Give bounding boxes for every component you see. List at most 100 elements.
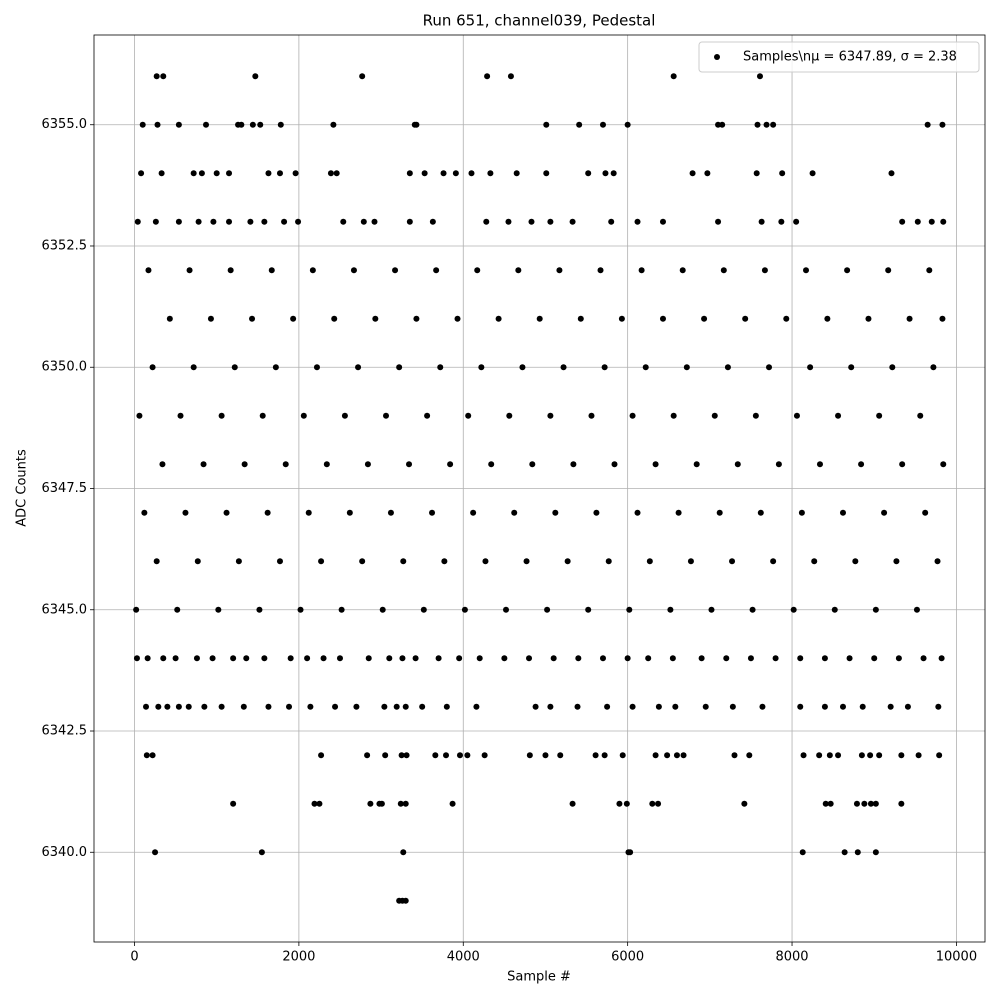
data-point — [400, 849, 407, 856]
x-tick-label: 4000 — [447, 950, 480, 965]
data-point — [749, 606, 756, 613]
data-point — [133, 606, 140, 613]
data-point — [601, 364, 608, 371]
data-point — [645, 655, 652, 662]
data-point — [807, 364, 814, 371]
data-point — [452, 170, 459, 177]
data-point — [256, 606, 263, 613]
data-point — [141, 509, 148, 516]
data-point — [936, 752, 943, 759]
data-point — [200, 461, 207, 468]
data-point — [629, 412, 636, 419]
data-point — [406, 170, 413, 177]
data-point — [230, 800, 237, 807]
data-point — [928, 218, 935, 225]
data-point — [164, 703, 171, 710]
data-point — [379, 606, 386, 613]
data-point — [872, 606, 879, 613]
data-point — [318, 558, 325, 565]
data-point — [300, 412, 307, 419]
data-point — [858, 752, 865, 759]
data-point — [272, 364, 279, 371]
data-point — [456, 655, 463, 662]
data-point — [392, 267, 399, 274]
data-point — [155, 703, 162, 710]
data-point — [574, 703, 581, 710]
data-point — [852, 558, 859, 565]
data-point — [753, 170, 760, 177]
data-point — [257, 121, 264, 128]
data-point — [680, 752, 687, 759]
y-tick-label: 6355.0 — [42, 117, 88, 132]
data-point — [724, 364, 731, 371]
data-point — [809, 170, 816, 177]
data-point — [922, 509, 929, 516]
data-point — [406, 218, 413, 225]
data-point — [174, 606, 181, 613]
data-point — [476, 655, 483, 662]
data-point — [858, 461, 865, 468]
data-point — [670, 73, 677, 80]
data-point — [464, 752, 471, 759]
data-point — [593, 509, 600, 516]
data-point — [634, 509, 641, 516]
y-tick-label: 6350.0 — [42, 360, 88, 375]
data-point — [599, 121, 606, 128]
data-point — [307, 703, 314, 710]
legend-label: Samples\nμ = 6347.89, σ = 2.38 — [743, 50, 957, 65]
data-point — [528, 218, 535, 225]
data-point — [304, 655, 311, 662]
data-point — [629, 703, 636, 710]
data-point — [646, 558, 653, 565]
data-point — [484, 73, 491, 80]
data-point — [557, 752, 564, 759]
data-point — [754, 121, 761, 128]
data-point — [440, 170, 447, 177]
y-axis-label: ADC Counts — [15, 449, 30, 527]
data-point — [412, 655, 419, 662]
data-point — [872, 800, 879, 807]
data-point — [241, 461, 248, 468]
data-point — [664, 752, 671, 759]
data-point — [687, 558, 694, 565]
data-point — [779, 170, 786, 177]
data-point — [265, 170, 272, 177]
data-point — [895, 655, 902, 662]
data-point — [175, 121, 182, 128]
data-point — [544, 606, 551, 613]
y-tick-label: 6345.0 — [42, 602, 88, 617]
data-point — [601, 752, 608, 759]
data-point — [470, 509, 477, 516]
data-point — [604, 703, 611, 710]
data-point — [723, 655, 730, 662]
data-point — [287, 655, 294, 662]
legend-box — [698, 41, 980, 73]
data-point — [172, 655, 179, 662]
data-point — [316, 800, 323, 807]
data-point — [276, 558, 283, 565]
data-point — [138, 170, 145, 177]
data-point — [560, 364, 567, 371]
data-point — [597, 267, 604, 274]
data-point — [689, 170, 696, 177]
data-point — [526, 655, 533, 662]
data-point — [402, 703, 409, 710]
data-point — [154, 121, 161, 128]
data-point — [626, 606, 633, 613]
data-point — [330, 121, 337, 128]
data-point — [429, 218, 436, 225]
data-point — [331, 315, 338, 322]
data-point — [871, 655, 878, 662]
legend-marker — [714, 54, 720, 60]
data-point — [775, 461, 782, 468]
data-point — [683, 364, 690, 371]
data-point — [193, 655, 200, 662]
data-point — [153, 558, 160, 565]
data-point — [402, 897, 409, 904]
data-point — [364, 461, 371, 468]
data-point — [899, 218, 906, 225]
data-point — [383, 412, 390, 419]
data-point — [898, 800, 905, 807]
data-point — [693, 461, 700, 468]
data-point — [623, 800, 630, 807]
